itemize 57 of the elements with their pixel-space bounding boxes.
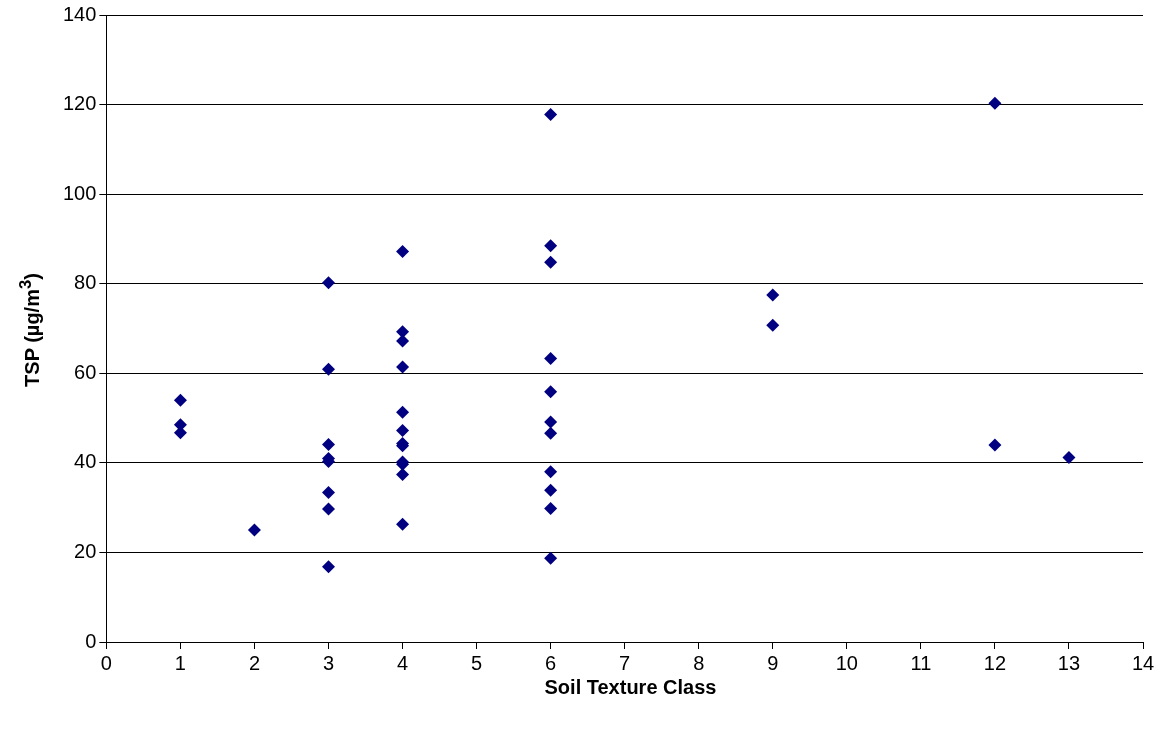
point <box>544 385 558 399</box>
point <box>396 405 410 419</box>
point <box>1062 450 1076 464</box>
point <box>988 438 1002 452</box>
point <box>322 560 335 574</box>
point <box>766 318 780 332</box>
point <box>544 483 558 497</box>
x-axis-title: Soil Texture Class <box>543 676 718 699</box>
point <box>396 360 410 374</box>
point <box>544 255 558 269</box>
y-tick-label: 0 <box>85 629 97 652</box>
point <box>544 239 558 253</box>
point <box>988 96 1002 110</box>
x-tick-label: 12 <box>983 651 1007 674</box>
point <box>322 485 335 499</box>
x-tick-label: 7 <box>619 651 631 674</box>
point <box>544 107 558 121</box>
y-tick-label: 80 <box>74 271 97 294</box>
x-tick-label: 13 <box>1057 651 1081 674</box>
x-tick-label: 5 <box>471 651 483 674</box>
y-tick-label: 100 <box>62 181 97 204</box>
point <box>247 523 261 537</box>
point <box>322 438 335 451</box>
point <box>396 517 410 531</box>
point <box>322 276 335 290</box>
point <box>766 288 780 302</box>
point <box>544 465 558 479</box>
x-tick-label: 0 <box>100 651 112 674</box>
x-tick-label: 8 <box>693 651 705 674</box>
x-tick-label: 9 <box>767 651 779 674</box>
y-tick-label: 20 <box>74 539 97 562</box>
y-tick-label: 60 <box>74 360 97 383</box>
x-tick-label: 14 <box>1131 651 1155 674</box>
point <box>173 426 187 440</box>
point <box>322 362 335 376</box>
point <box>173 393 187 407</box>
x-tick-label: 11 <box>910 651 932 674</box>
x-tick-label: 6 <box>545 651 557 674</box>
y-tick-label: 40 <box>74 450 97 473</box>
point <box>544 551 558 565</box>
x-tick-label: 10 <box>835 651 858 674</box>
y-tick-label: 140 <box>62 2 97 25</box>
x-tick-label: 1 <box>174 651 186 674</box>
point <box>396 334 410 348</box>
point <box>396 325 410 339</box>
point <box>396 244 410 258</box>
point <box>396 468 410 481</box>
point <box>544 352 558 366</box>
point <box>544 426 558 440</box>
x-tick-label: 3 <box>322 651 335 674</box>
point <box>544 502 558 516</box>
point <box>544 415 558 429</box>
y-tick-label: 120 <box>62 92 97 115</box>
x-tick-label: 4 <box>396 651 409 674</box>
point <box>322 502 335 516</box>
point <box>396 424 410 438</box>
x-tick-label: 2 <box>248 651 261 674</box>
